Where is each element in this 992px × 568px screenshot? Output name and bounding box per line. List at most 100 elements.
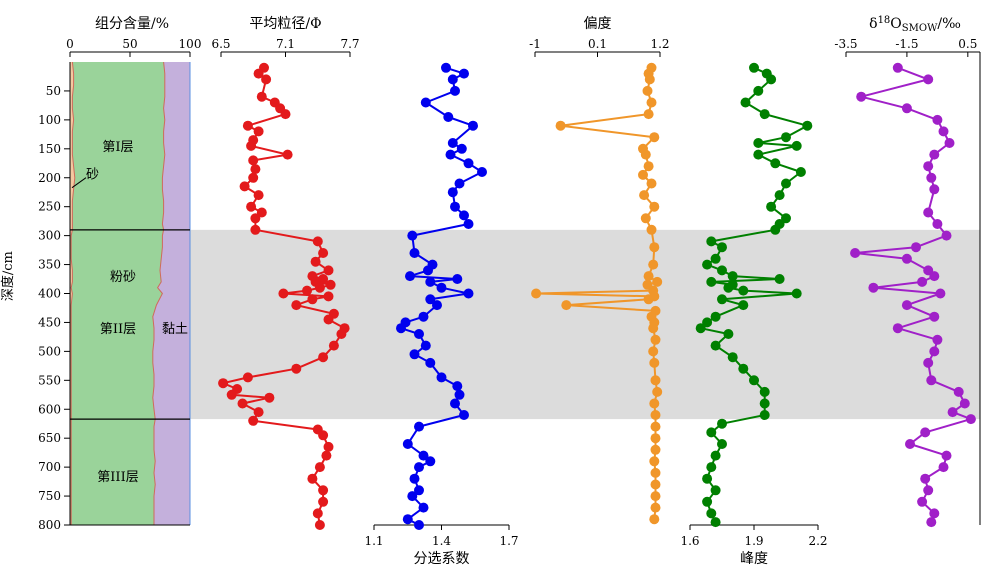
kurtosis-data-point bbox=[717, 439, 727, 449]
mean-data-point bbox=[323, 291, 334, 302]
depth-tick-label: 200 bbox=[38, 171, 61, 185]
mean-data-point bbox=[253, 190, 264, 201]
d18o-data-point bbox=[923, 485, 934, 496]
kurtosis-data-point bbox=[710, 485, 721, 496]
kurtosis-data-point bbox=[766, 74, 777, 85]
mean-data-point bbox=[242, 120, 253, 131]
mean-data-point bbox=[318, 248, 329, 258]
skewness-data-point bbox=[531, 288, 542, 299]
d18o-data-point bbox=[944, 138, 955, 148]
sorting-data-point bbox=[452, 381, 463, 392]
skewness-data-point bbox=[650, 410, 661, 420]
d18o-data-point bbox=[923, 161, 934, 172]
d18o-tick-label: -1.5 bbox=[895, 37, 918, 51]
skewness-tick-label: 1.2 bbox=[650, 37, 669, 51]
d18o-tick-label: 0.5 bbox=[958, 37, 977, 51]
skewness-data-point bbox=[555, 120, 566, 131]
d18o-data-point bbox=[929, 184, 940, 195]
skewness-data-point bbox=[643, 109, 654, 120]
kurtosis-tick-label: 1.6 bbox=[680, 534, 699, 548]
sorting-data-point bbox=[409, 248, 420, 258]
kurtosis-data-point bbox=[759, 410, 770, 420]
mean-data-point bbox=[318, 485, 329, 496]
d18o-data-point bbox=[923, 74, 934, 85]
skewness-data-point bbox=[646, 97, 657, 108]
mean-data-point bbox=[246, 201, 257, 212]
mean-data-point bbox=[256, 91, 267, 102]
sorting-data-point bbox=[454, 178, 465, 189]
skewness-data-point bbox=[649, 514, 660, 525]
mean-data-point bbox=[328, 340, 339, 351]
sorting-data-point bbox=[420, 340, 431, 351]
kurtosis-data-point bbox=[753, 138, 764, 148]
d18o-data-point bbox=[938, 126, 949, 137]
depth-tick-label: 650 bbox=[38, 431, 61, 445]
sorting-data-point bbox=[423, 265, 433, 276]
sorting-data-point bbox=[418, 311, 429, 322]
kurtosis-data-point bbox=[702, 259, 713, 270]
sorting-data-point bbox=[425, 276, 436, 287]
kurtosis-data-point bbox=[706, 508, 717, 519]
depth-tick-label: 800 bbox=[38, 518, 61, 532]
skewness-data-point bbox=[638, 169, 648, 180]
mean-data-point bbox=[237, 398, 248, 409]
mean-data-point bbox=[323, 265, 334, 276]
skewness-data-point bbox=[649, 132, 660, 143]
skewness-data-point bbox=[650, 375, 661, 386]
skewness-data-point bbox=[648, 259, 659, 270]
sorting-data-point bbox=[436, 372, 447, 383]
d18o-data-point bbox=[923, 357, 934, 368]
skewness-data-point bbox=[646, 178, 657, 189]
sorting-data-point bbox=[414, 520, 424, 530]
series-layer bbox=[218, 62, 976, 530]
d18o-data-point bbox=[892, 323, 903, 334]
d18o-data-point bbox=[923, 207, 934, 218]
mean-data-point bbox=[250, 164, 261, 175]
mean-data-point bbox=[256, 207, 267, 218]
mean-data-point bbox=[248, 155, 259, 166]
sorting-data-point bbox=[477, 167, 487, 177]
mean-data-point bbox=[253, 126, 264, 137]
mean-data-point bbox=[323, 314, 334, 325]
kurtosis-data-point bbox=[781, 132, 791, 143]
sorting-data-point bbox=[418, 450, 429, 461]
grain-tick-label: 100 bbox=[179, 37, 202, 51]
mean-data-point bbox=[291, 300, 302, 311]
skewness-data-point bbox=[643, 271, 654, 282]
skewness-data-point bbox=[648, 323, 659, 334]
d18o-data-point bbox=[929, 271, 940, 282]
skewness-data-point bbox=[650, 479, 661, 490]
mean-tick-label: 6.5 bbox=[211, 37, 230, 51]
d18o-data-point bbox=[901, 103, 912, 114]
kurtosis-data-point bbox=[781, 178, 791, 189]
d18o-data-point bbox=[941, 450, 952, 461]
kurtosis-data-point bbox=[795, 167, 806, 177]
depth-tick-label: 400 bbox=[38, 287, 61, 301]
mean-data-point bbox=[218, 378, 229, 389]
grain-title: 组分含量/% bbox=[95, 16, 169, 32]
mean-data-point bbox=[314, 282, 325, 293]
kurtosis-data-point bbox=[774, 190, 785, 201]
d18o-title: δ18OSMOW/‰ bbox=[869, 15, 961, 34]
skewness-data-point bbox=[650, 433, 661, 444]
sorting-data-point bbox=[420, 97, 431, 108]
depth-tick-label: 150 bbox=[38, 142, 61, 156]
kurtosis-data-point bbox=[759, 386, 770, 397]
kurtosis-data-point bbox=[702, 473, 713, 484]
d18o-data-point bbox=[929, 346, 940, 357]
sorting-data-point bbox=[450, 85, 460, 96]
skewness-data-point bbox=[643, 294, 654, 305]
depth-tick-label: 600 bbox=[38, 402, 61, 416]
kurtosis-data-point bbox=[706, 427, 717, 438]
sand-silt-boundary-line bbox=[70, 61, 76, 525]
sorting-data-point bbox=[443, 112, 454, 122]
kurtosis-data-point bbox=[695, 323, 706, 334]
d18o-data-point bbox=[901, 300, 912, 311]
depth-tick-label: 250 bbox=[38, 200, 61, 214]
sorting-data-point bbox=[468, 120, 478, 131]
mean-data-point bbox=[291, 363, 302, 374]
d18o-data-point bbox=[911, 242, 921, 253]
kurtosis-data-point bbox=[710, 517, 721, 528]
